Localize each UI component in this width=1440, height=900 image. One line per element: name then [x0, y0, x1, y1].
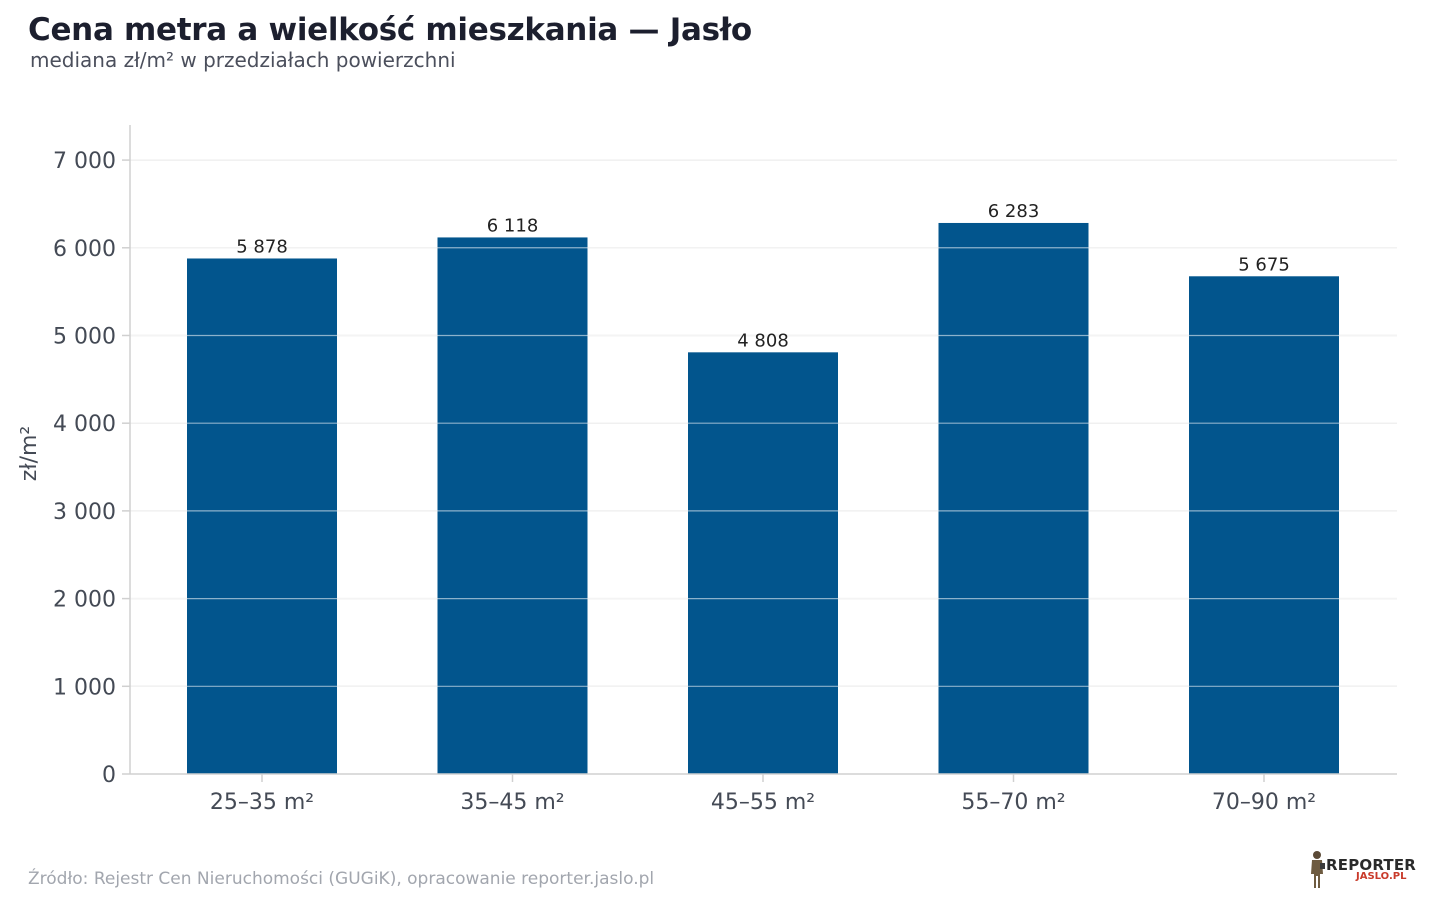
y-tick-label: 3 000 — [53, 500, 116, 525]
bar — [688, 352, 838, 774]
x-tick-label: 45–55 m² — [711, 790, 815, 815]
reporter-figure-icon — [1311, 851, 1325, 888]
logo-text-reporter: REPORTER — [1326, 856, 1417, 874]
y-tick-label: 6 000 — [53, 237, 116, 262]
y-tick-label: 7 000 — [53, 149, 116, 174]
y-tick-label: 1 000 — [53, 675, 116, 700]
bar-value-label: 4 808 — [737, 330, 789, 351]
bar — [187, 258, 337, 774]
bar — [1189, 276, 1339, 774]
x-tick-label: 25–35 m² — [210, 790, 314, 815]
bars — [130, 159, 1397, 774]
bar-value-label: 6 118 — [487, 215, 539, 236]
labels: 0 1 000 2 000 3 000 4 000 5 000 6 000 7 000 5 87… — [17, 149, 1316, 815]
bar-value-label: 6 283 — [988, 201, 1040, 222]
axes — [122, 125, 1397, 782]
x-tick-label: 55–70 m² — [961, 790, 1065, 815]
bar — [938, 222, 1089, 774]
y-tick-label: 2 000 — [53, 588, 116, 613]
chart-title: Cena metra a wielkość mieszkania — Jasło — [28, 12, 752, 48]
source-note: Źródło: Rejestr Cen Nieruchomości (GUGiK… — [28, 869, 655, 889]
y-tick-label: 0 — [102, 763, 116, 788]
x-tick-label: 35–45 m² — [460, 790, 564, 815]
bar — [437, 237, 588, 774]
x-tick-label: 70–90 m² — [1212, 790, 1316, 815]
logo-text-jaslo: JASLO.PL — [1356, 871, 1407, 882]
bar-value-label: 5 675 — [1238, 254, 1290, 275]
bar-value-label: 5 878 — [236, 236, 288, 257]
chart-subtitle: mediana zł/m² w przedziałach powierzchni — [30, 48, 456, 72]
y-tick-label: 4 000 — [53, 412, 116, 437]
reporter-jaslo-logo: REPORTER JASLO.PL — [1306, 848, 1416, 890]
y-tick-label: 5 000 — [53, 324, 116, 349]
y-axis-label: zł/m² — [17, 426, 42, 481]
